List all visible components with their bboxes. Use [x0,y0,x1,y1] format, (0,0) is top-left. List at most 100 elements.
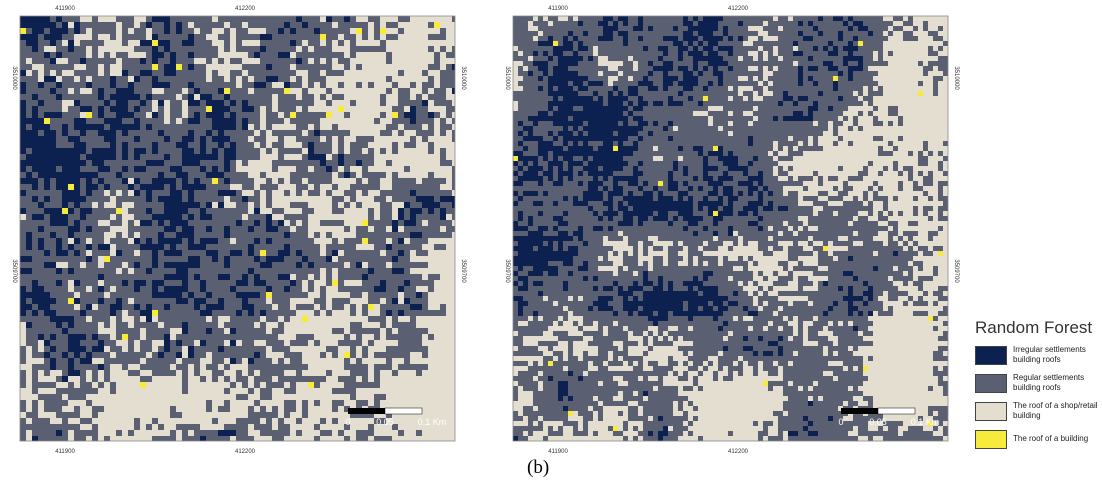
map-pixel [538,271,543,276]
map-pixel [563,406,568,411]
map-pixel [404,328,410,334]
map-pixel [212,52,218,58]
map-pixel [170,346,176,352]
map-pixel [538,261,543,266]
map-pixel [152,310,158,316]
map-pixel [538,136,543,141]
map-pixel [224,82,230,88]
map-pixel [368,298,374,304]
map-pixel [434,232,440,238]
map-pixel [194,346,200,352]
map-pixel [230,166,236,172]
map-pixel [140,298,146,304]
map-pixel [116,106,122,112]
map-pixel [134,202,140,208]
map-pixel [104,124,110,130]
map-pixel [553,16,558,21]
map-pixel [518,196,523,201]
map-pixel [548,346,553,351]
map-pixel [344,226,350,232]
map-pixel [543,101,548,106]
map-pixel [553,76,558,81]
map-pixel [236,196,242,202]
map-pixel [543,176,548,181]
map-pixel [134,160,140,166]
map-pixel [62,154,68,160]
map-pixel [254,106,260,112]
map-pixel [538,326,543,331]
map-pixel [538,256,543,261]
map-pixel [404,334,410,340]
map-pixel [152,250,158,256]
map-pixel [593,361,598,366]
map-pixel [528,196,533,201]
map-pixel [182,70,188,76]
map-pixel [416,250,422,256]
map-pixel [20,58,26,64]
map-pixel [170,436,176,441]
map-pixel [44,352,50,358]
map-pixel [80,316,86,322]
map-pixel [588,251,593,256]
map-pixel [44,316,50,322]
map-pixel [573,196,578,201]
map-pixel [608,301,613,306]
map-pixel [392,226,398,232]
map-pixel [92,280,98,286]
map-pixel [290,340,296,346]
map-pixel [104,166,110,172]
map-pixel [386,88,392,94]
map-pixel [50,358,56,364]
map-pixel [523,406,528,411]
map-pixel [428,202,434,208]
map-pixel [398,364,404,370]
map-pixel [320,418,326,424]
map-pixel [218,370,224,376]
map-pixel [194,22,200,28]
map-pixel [344,436,350,441]
map-pixel [434,196,440,202]
map-pixel [170,28,176,34]
map-pixel [578,71,583,76]
map-pixel [332,34,338,40]
map-pixel [212,46,218,52]
map-pixel [568,391,573,396]
map-pixel [272,340,278,346]
map-pixel [236,178,242,184]
map-pixel [266,46,272,52]
map-pixel [86,310,92,316]
map-pixel [284,100,290,106]
map-pixel [538,251,543,256]
map-pixel [578,181,583,186]
map-pixel [206,82,212,88]
map-pixel [598,396,603,401]
map-pixel [573,321,578,326]
map-pixel [598,41,603,46]
map-pixel [122,154,128,160]
map-pixel [523,241,528,246]
map-pixel [110,358,116,364]
map-pixel [20,226,26,232]
map-pixel [528,106,533,111]
map-pixel [140,28,146,34]
map-pixel [416,232,422,238]
map-pixel [272,382,278,388]
map-pixel [110,382,116,388]
map-pixel [410,118,416,124]
map-pixel [553,266,558,271]
map-pixel [122,58,128,64]
map-pixel [284,298,290,304]
map-pixel [278,118,284,124]
map-pixel [50,106,56,112]
map-pixel [278,268,284,274]
map-pixel [224,190,230,196]
map-pixel [368,268,374,274]
map-pixel [152,142,158,148]
map-pixel [320,46,326,52]
map-pixel [434,58,440,64]
map-pixel [513,261,518,266]
map-pixel [284,58,290,64]
map-pixel [416,370,422,376]
map-pixel [452,118,455,124]
map-pixel [533,91,538,96]
